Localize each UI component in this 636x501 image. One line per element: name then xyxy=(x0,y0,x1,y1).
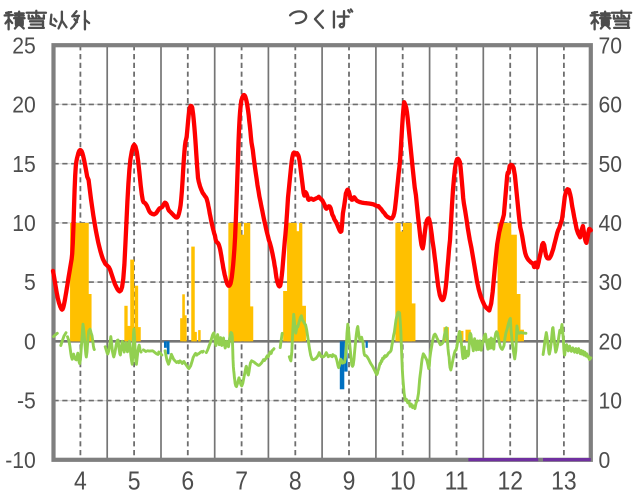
svg-text:5: 5 xyxy=(128,467,141,495)
svg-text:-5: -5 xyxy=(17,388,36,414)
svg-text:0: 0 xyxy=(599,447,611,473)
svg-text:60: 60 xyxy=(599,91,623,117)
svg-text:25: 25 xyxy=(12,32,36,58)
svg-text:13: 13 xyxy=(551,467,577,495)
svg-text:10: 10 xyxy=(390,467,416,495)
svg-text:20: 20 xyxy=(12,91,36,117)
svg-text:50: 50 xyxy=(599,151,623,177)
svg-text:0: 0 xyxy=(24,328,36,354)
svg-text:10: 10 xyxy=(599,388,623,414)
svg-text:8: 8 xyxy=(289,467,302,495)
svg-text:30: 30 xyxy=(599,269,623,295)
svg-text:-10: -10 xyxy=(5,447,36,473)
svg-text:6: 6 xyxy=(181,467,194,495)
svg-text:15: 15 xyxy=(12,151,36,177)
svg-text:40: 40 xyxy=(599,210,623,236)
svg-text:20: 20 xyxy=(599,328,623,354)
svg-text:5: 5 xyxy=(24,269,36,295)
svg-text:11: 11 xyxy=(445,467,469,495)
svg-text:70: 70 xyxy=(599,32,623,58)
svg-text:12: 12 xyxy=(497,467,523,495)
svg-text:9: 9 xyxy=(343,467,356,495)
svg-text:7: 7 xyxy=(235,467,248,495)
svg-text:10: 10 xyxy=(12,210,36,236)
svg-text:4: 4 xyxy=(74,467,87,495)
